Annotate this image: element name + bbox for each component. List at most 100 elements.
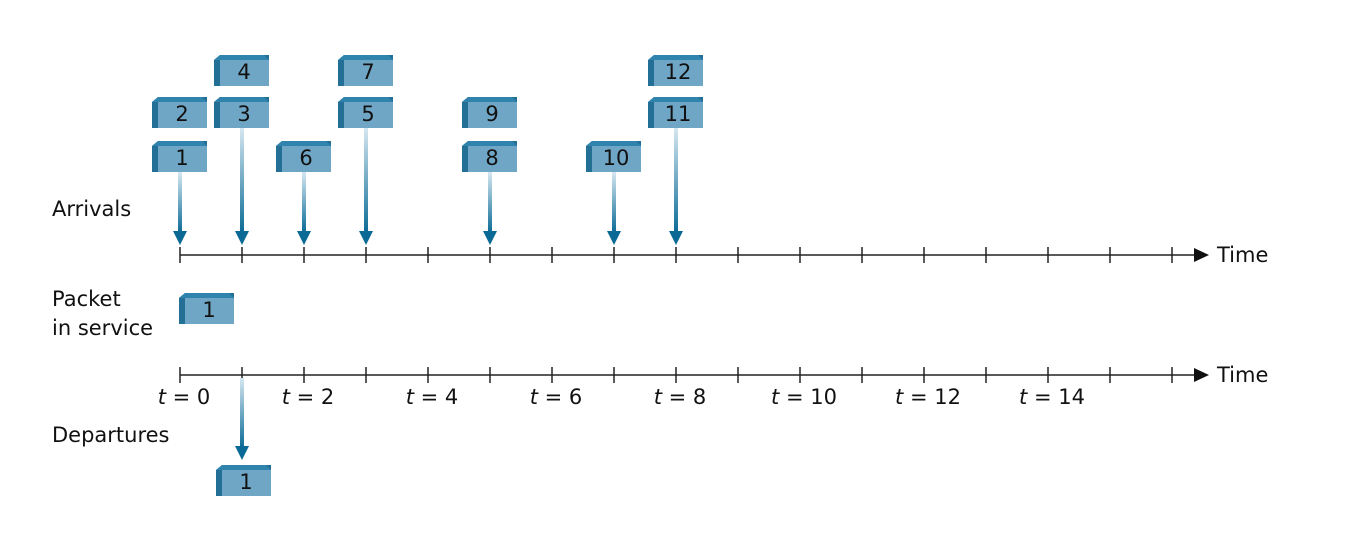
tick-label-var: t — [895, 385, 904, 409]
packet-face — [468, 102, 517, 128]
tick-label-var: t — [771, 385, 780, 409]
packet: 5 — [338, 97, 393, 128]
packet-face — [220, 60, 269, 86]
arrow-head — [669, 231, 683, 245]
tick-label-var: t — [282, 385, 291, 409]
packet-face — [282, 146, 331, 172]
arrow-head — [297, 231, 311, 245]
tick-label: t = 8 — [654, 385, 707, 409]
packet-top — [214, 97, 269, 102]
packet-face — [344, 102, 393, 128]
tick-label: t = 12 — [895, 385, 961, 409]
tick-label: t = 2 — [282, 385, 335, 409]
packet-face — [222, 470, 271, 496]
arrow-shaft — [302, 172, 306, 233]
arrow-shaft — [178, 172, 182, 233]
service-label: in service — [52, 316, 153, 340]
packet: 9 — [462, 97, 517, 128]
packet: 12 — [648, 55, 703, 86]
arrow-head — [173, 231, 187, 245]
packet-label: 8 — [485, 146, 498, 170]
packet-label: 3 — [237, 102, 250, 126]
packet-face — [158, 146, 207, 172]
packet-face — [654, 60, 703, 86]
tick-label: t = 10 — [771, 385, 837, 409]
arrow-shaft — [240, 378, 244, 448]
arrow-head — [607, 231, 621, 245]
packet-label: 2 — [175, 102, 188, 126]
arrow-shaft — [364, 128, 368, 233]
tick-label-rest: = 6 — [538, 385, 582, 409]
packet-face — [468, 146, 517, 172]
packet: 6 — [276, 141, 331, 172]
tick-label-rest: = 8 — [662, 385, 706, 409]
tick-label-rest: = 14 — [1027, 385, 1085, 409]
packet-face — [344, 60, 393, 86]
packet-face — [220, 102, 269, 128]
packet-label: 5 — [361, 102, 374, 126]
tick-label: t = 0 — [158, 385, 211, 409]
packet: 1 — [179, 293, 234, 324]
packet-top — [648, 55, 703, 60]
arrivals-label: Arrivals — [52, 197, 131, 221]
packet: 11 — [648, 97, 703, 128]
packet-top — [152, 141, 207, 146]
packet-top — [462, 141, 517, 146]
packet-label: 4 — [237, 60, 250, 84]
tick-label-rest: = 0 — [166, 385, 210, 409]
tick-label-rest: = 2 — [290, 385, 334, 409]
axis-label: Time — [1216, 243, 1268, 267]
departures-label: Departures — [52, 423, 170, 447]
tick-label-var: t — [1019, 385, 1028, 409]
packet-top — [276, 141, 331, 146]
axis-label: Time — [1216, 363, 1268, 387]
tick-label: t = 6 — [530, 385, 583, 409]
packet: 4 — [214, 55, 269, 86]
packet-label: 6 — [299, 146, 312, 170]
packet-top — [152, 97, 207, 102]
packet: 8 — [462, 141, 517, 172]
tick-label-rest: = 12 — [903, 385, 961, 409]
tick-label-var: t — [406, 385, 415, 409]
arrow-head — [235, 231, 249, 245]
packet-top — [179, 293, 234, 298]
packet-face — [185, 298, 234, 324]
packet: 10 — [586, 141, 641, 172]
packet-top — [586, 141, 641, 146]
tick-label-rest: = 4 — [414, 385, 458, 409]
packet: 7 — [338, 55, 393, 86]
arrow-shaft — [612, 172, 616, 233]
arrow-shaft — [488, 172, 492, 233]
tick-label-rest: = 10 — [779, 385, 837, 409]
packet-top — [338, 55, 393, 60]
packet-top — [214, 55, 269, 60]
tick-label-var: t — [530, 385, 539, 409]
arrow-shaft — [240, 128, 244, 233]
tick-label-var: t — [654, 385, 663, 409]
packet-face — [654, 102, 703, 128]
service-label: Packet — [52, 287, 121, 311]
packet-face — [158, 102, 207, 128]
packet-label: 7 — [361, 60, 374, 84]
packet-top — [216, 465, 271, 470]
packet-face — [592, 146, 641, 172]
packet-label: 1 — [202, 298, 215, 322]
packet: 2 — [152, 97, 207, 128]
arrow-shaft — [674, 128, 678, 233]
tick-label: t = 4 — [406, 385, 459, 409]
packet: 1 — [152, 141, 207, 172]
packet-label: 12 — [665, 60, 692, 84]
arrow-head — [359, 231, 373, 245]
packet-label: 1 — [175, 146, 188, 170]
packet-top — [648, 97, 703, 102]
packet-label: 1 — [239, 470, 252, 494]
arrow-head — [483, 231, 497, 245]
packet-label: 9 — [485, 102, 498, 126]
packet-top — [462, 97, 517, 102]
tick-label: t = 14 — [1019, 385, 1085, 409]
arrow-head — [235, 446, 249, 460]
tick-label-var: t — [158, 385, 167, 409]
packet-top — [338, 97, 393, 102]
axis-arrow — [1194, 248, 1209, 262]
